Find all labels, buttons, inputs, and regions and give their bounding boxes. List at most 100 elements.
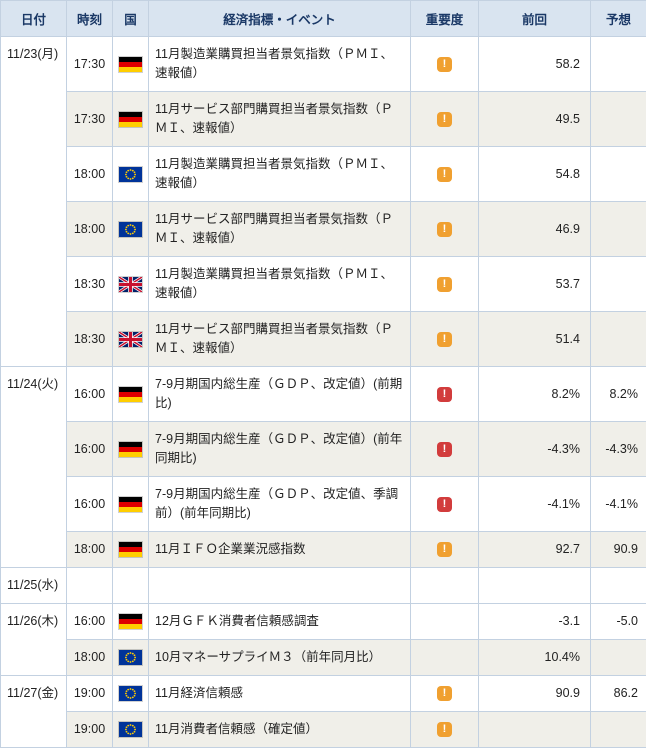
column-header-event: 経済指標・イベント: [149, 1, 411, 37]
flag-germany-icon: [119, 614, 142, 629]
flag-eu-icon: [119, 167, 142, 182]
importance-medium-icon: !: [437, 167, 452, 182]
date-cell: 11/26(木): [1, 604, 67, 676]
event-cell: 11月ＩＦＯ企業業況感指数: [149, 532, 411, 568]
importance-medium-icon: !: [437, 542, 452, 557]
previous-cell: -4.3%: [479, 422, 591, 477]
importance-medium-icon: !: [437, 686, 452, 701]
country-cell: [113, 312, 149, 367]
time-cell: 18:30: [67, 312, 113, 367]
flag-eu-icon: [119, 722, 142, 737]
importance-medium-icon: !: [437, 332, 452, 347]
country-cell: [113, 568, 149, 604]
flag-germany-icon: [119, 442, 142, 457]
country-cell: [113, 640, 149, 676]
time-cell: 18:00: [67, 202, 113, 257]
country-cell: [113, 477, 149, 532]
importance-high-icon: !: [437, 497, 452, 512]
forecast-cell: [591, 257, 646, 312]
importance-medium-icon: !: [437, 277, 452, 292]
forecast-cell: -4.3%: [591, 422, 646, 477]
time-cell: [67, 568, 113, 604]
previous-cell: -3.1: [479, 604, 591, 640]
importance-cell: [411, 568, 479, 604]
previous-cell: [479, 568, 591, 604]
importance-medium-icon: !: [437, 722, 452, 737]
event-cell: 11月経済信頼感: [149, 676, 411, 712]
country-cell: [113, 532, 149, 568]
forecast-cell: [591, 312, 646, 367]
importance-medium-icon: !: [437, 222, 452, 237]
forecast-cell: [591, 712, 646, 748]
previous-cell: [479, 712, 591, 748]
date-cell: 11/27(金): [1, 676, 67, 748]
event-cell: 11月製造業購買担当者景気指数（ＰＭＩ、速報値）: [149, 37, 411, 92]
country-cell: [113, 92, 149, 147]
time-cell: 18:00: [67, 532, 113, 568]
previous-cell: 58.2: [479, 37, 591, 92]
column-header-imp: 重要度: [411, 1, 479, 37]
time-cell: 16:00: [67, 477, 113, 532]
previous-cell: -4.1%: [479, 477, 591, 532]
event-cell: 11月消費者信頼感（確定値）: [149, 712, 411, 748]
forecast-cell: [591, 92, 646, 147]
event-cell: 7-9月期国内総生産（ＧＤＰ、改定値）(前期比): [149, 367, 411, 422]
forecast-cell: [591, 640, 646, 676]
time-cell: 16:00: [67, 422, 113, 477]
forecast-cell: [591, 202, 646, 257]
time-cell: 18:00: [67, 640, 113, 676]
event-cell: 11月サービス部門購買担当者景気指数（ＰＭＩ、速報値）: [149, 312, 411, 367]
previous-cell: 49.5: [479, 92, 591, 147]
previous-cell: 10.4%: [479, 640, 591, 676]
importance-cell: !: [411, 257, 479, 312]
importance-medium-icon: !: [437, 112, 452, 127]
flag-germany-icon: [119, 387, 142, 402]
importance-high-icon: !: [437, 387, 452, 402]
event-cell: 10月マネーサプライＭ３（前年同月比）: [149, 640, 411, 676]
importance-cell: [411, 604, 479, 640]
date-cell: 11/24(火): [1, 367, 67, 568]
time-cell: 16:00: [67, 367, 113, 422]
flag-germany-icon: [119, 112, 142, 127]
previous-cell: 53.7: [479, 257, 591, 312]
previous-cell: 8.2%: [479, 367, 591, 422]
forecast-cell: [591, 147, 646, 202]
previous-cell: 92.7: [479, 532, 591, 568]
country-cell: [113, 367, 149, 422]
country-cell: [113, 257, 149, 312]
forecast-cell: [591, 37, 646, 92]
importance-cell: !: [411, 202, 479, 257]
importance-cell: !: [411, 712, 479, 748]
country-cell: [113, 37, 149, 92]
column-header-time: 時刻: [67, 1, 113, 37]
table-row: 11/25(水): [1, 568, 646, 604]
previous-cell: 90.9: [479, 676, 591, 712]
time-cell: 17:30: [67, 37, 113, 92]
flag-germany-icon: [119, 542, 142, 557]
country-cell: [113, 422, 149, 477]
country-cell: [113, 202, 149, 257]
importance-cell: !: [411, 477, 479, 532]
event-cell: 12月ＧＦＫ消費者信頼感調査: [149, 604, 411, 640]
column-header-prev: 前回: [479, 1, 591, 37]
importance-cell: [411, 640, 479, 676]
importance-cell: !: [411, 147, 479, 202]
time-cell: 18:30: [67, 257, 113, 312]
time-cell: 18:00: [67, 147, 113, 202]
importance-cell: !: [411, 532, 479, 568]
flag-eu-icon: [119, 686, 142, 701]
event-cell: [149, 568, 411, 604]
